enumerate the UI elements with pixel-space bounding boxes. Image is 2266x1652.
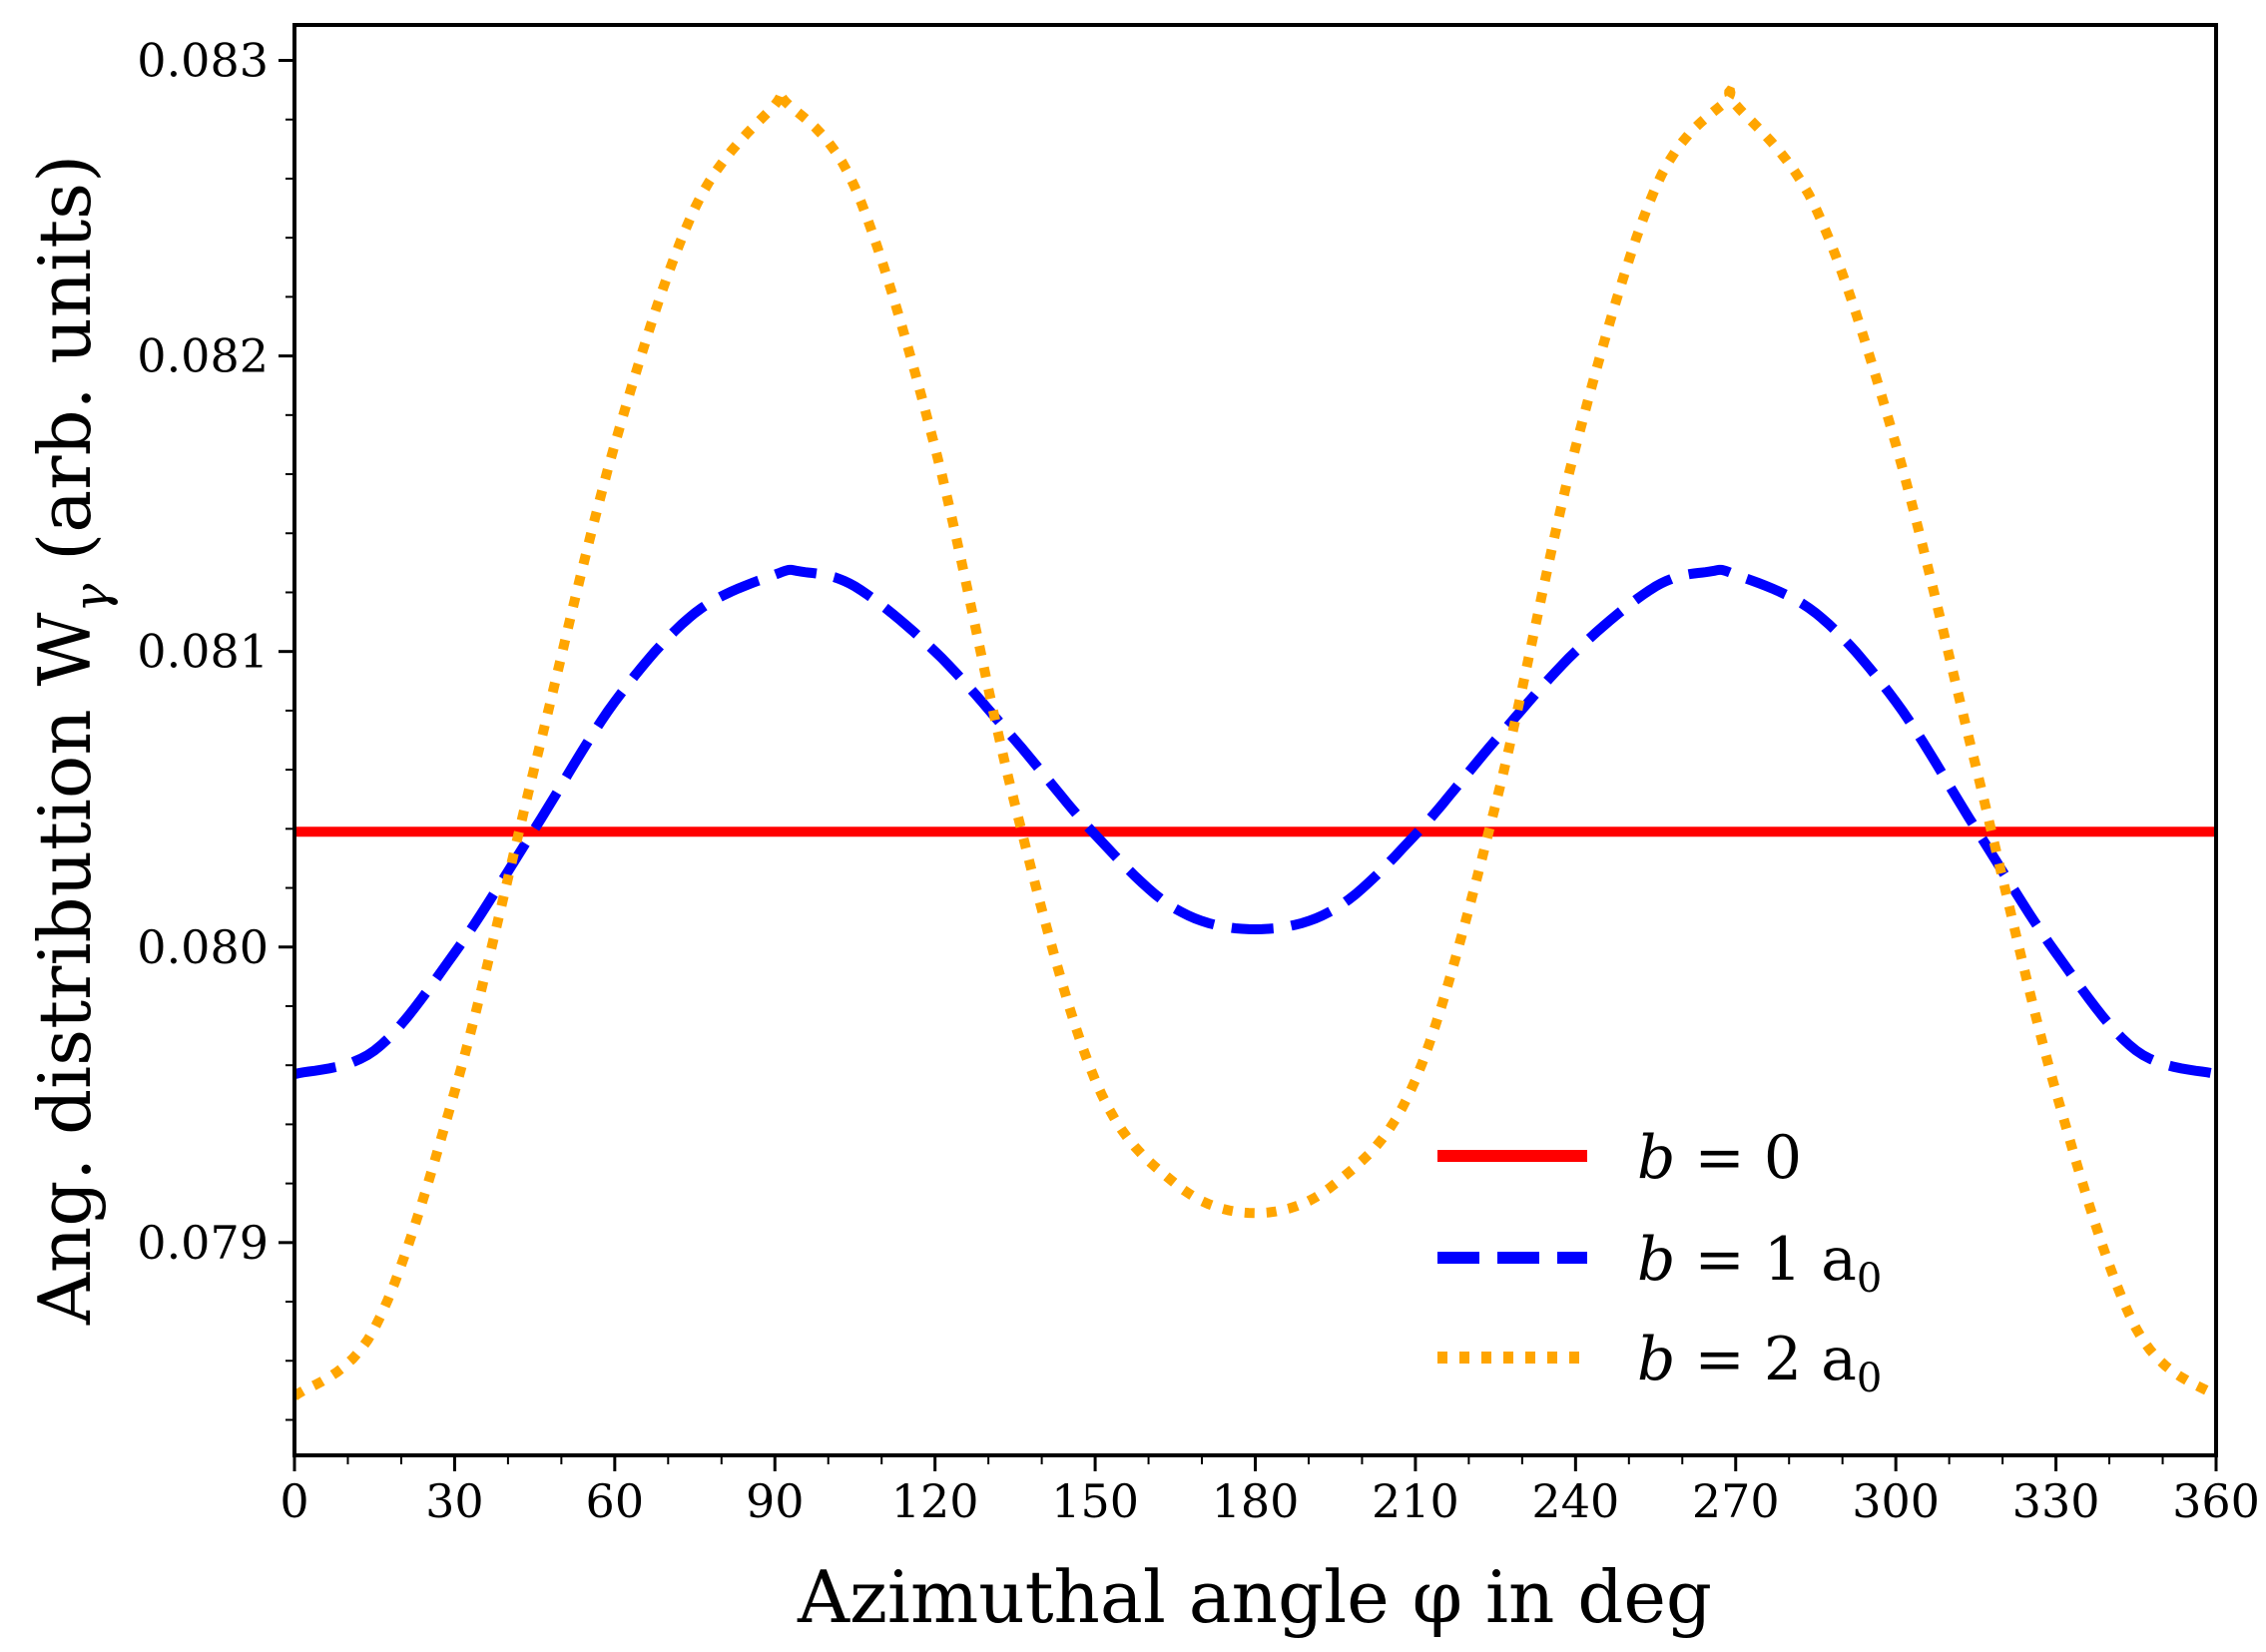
y-tick-label-4: 0.083 [137,34,269,88]
x-tick-label-270: 270 [1692,1474,1780,1528]
legend-label-b2-var: b [1637,1325,1675,1394]
y-axis-title-prefix: Ang. distribution W [23,612,107,1326]
x-tick-label-330: 330 [2012,1474,2100,1528]
y-tick-label-3: 0.082 [137,329,269,383]
y-axis-title-subscript: γ [64,583,120,612]
series-layer [294,85,2216,1400]
legend-label-b0-var: b [1637,1123,1675,1193]
legend-label-b2-rest: = 2 a [1675,1325,1856,1394]
series-line-2 [294,85,2216,1400]
legend-label-b1: b = 1 a0 [1637,1225,1882,1302]
y-axis-title: Ang. distribution Wγ (arb. units) [23,155,120,1326]
x-axis-title: Azimuthal angle φ in deg [797,1555,1712,1639]
y-axis-title-spacer [23,561,107,584]
y-tick-label-0: 0.079 [137,1216,269,1270]
x-tick-label-30: 30 [425,1474,484,1528]
x-tick-label-60: 60 [586,1474,645,1528]
series-line-1 [294,564,2216,1079]
x-tick-label-210: 210 [1372,1474,1459,1528]
legend-label-b0: b = 0 [1637,1123,1802,1193]
legend-label-b2: b = 2 a0 [1637,1325,1882,1401]
tick-labels-group: 0 30 60 90 120 150 180 210 240 270 300 330 360 0.079 0… [137,34,2260,1528]
y-tick-label-1: 0.080 [137,920,269,974]
x-tick-label-120: 120 [891,1474,979,1528]
x-tick-label-90: 90 [746,1474,805,1528]
x-tick-label-300: 300 [1852,1474,1940,1528]
x-tick-label-0: 0 [280,1474,308,1528]
y-tick-label-2: 0.081 [137,625,269,679]
legend-label-b2-sub: 0 [1857,1356,1882,1401]
y-axis-title-suffix: (arb. units) [23,155,107,561]
legend-label-b1-rest: = 1 a [1675,1225,1856,1295]
legend-label-b0-rest: = 0 [1675,1123,1802,1193]
x-tick-label-360: 360 [2172,1474,2260,1528]
x-tick-label-240: 240 [1531,1474,1619,1528]
x-tick-label-180: 180 [1212,1474,1300,1528]
legend-label-b1-var: b [1637,1225,1675,1295]
plot-frame [292,23,2218,1457]
legend-label-b1-sub: 0 [1857,1256,1882,1302]
legend: b = 0 b = 1 a0 b = 2 a0 [1437,1123,1882,1401]
x-tick-label-150: 150 [1051,1474,1139,1528]
ticks-group [279,59,2218,1471]
